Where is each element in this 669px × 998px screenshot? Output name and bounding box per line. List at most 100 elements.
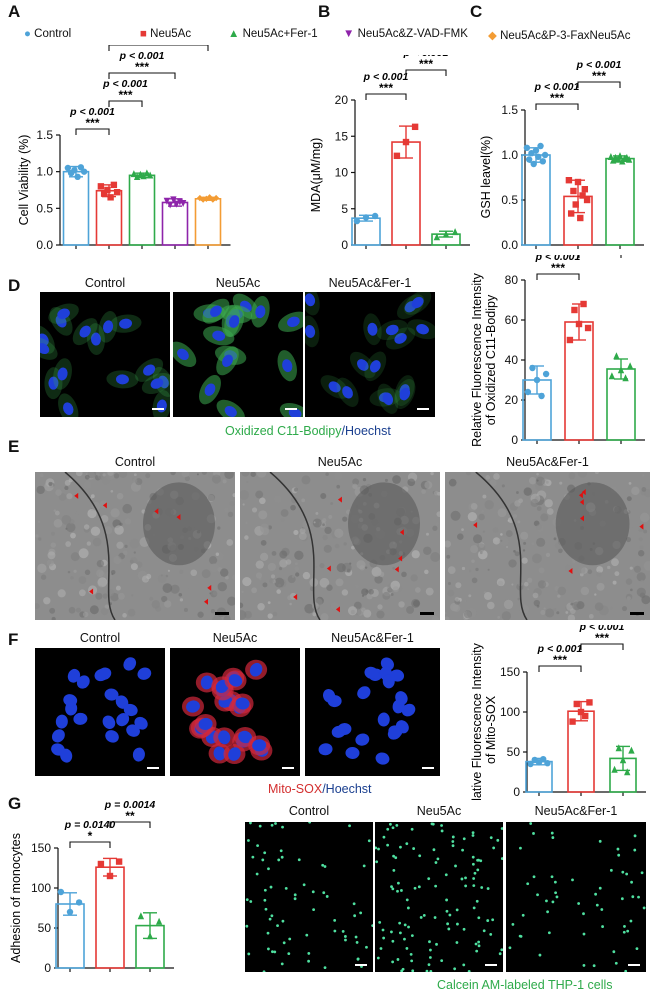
nucleus xyxy=(103,320,114,334)
tem-texture xyxy=(421,489,426,494)
tem-texture xyxy=(410,574,418,582)
labeled-cell xyxy=(635,947,639,950)
tem-texture xyxy=(356,560,366,570)
data-point xyxy=(613,352,620,360)
labeled-cell xyxy=(462,837,466,841)
data-point xyxy=(57,888,65,896)
tem-texture xyxy=(95,592,103,600)
labeled-cell xyxy=(577,902,581,905)
tem-texture xyxy=(241,472,250,477)
nucleus xyxy=(204,383,216,396)
data-point xyxy=(584,324,592,332)
tem-texture xyxy=(470,502,478,510)
labeled-cell xyxy=(433,916,437,919)
labeled-cell xyxy=(362,864,366,868)
tem-texture xyxy=(100,607,109,616)
data-point xyxy=(166,201,174,209)
tem-texture xyxy=(201,472,207,475)
y-tick-label: 15 xyxy=(335,129,349,143)
labeled-cell xyxy=(518,934,522,938)
data-point xyxy=(577,214,584,222)
tem-texture xyxy=(500,597,506,602)
tem-texture xyxy=(319,577,330,588)
data-point xyxy=(146,171,154,179)
tem-texture xyxy=(450,510,461,521)
labeled-cell xyxy=(392,868,396,872)
tem-texture xyxy=(478,513,485,521)
tem-texture xyxy=(424,569,429,575)
tem-texture xyxy=(217,526,221,530)
tem-texture xyxy=(64,485,69,491)
significance-bracket xyxy=(69,841,111,848)
labeled-cell xyxy=(375,860,379,864)
nucleus xyxy=(287,316,300,328)
bar xyxy=(161,201,189,246)
labeled-cell xyxy=(440,959,444,962)
labeled-cell xyxy=(612,950,616,954)
nucleus xyxy=(48,376,59,390)
significance-bracket xyxy=(577,81,621,88)
data-point xyxy=(212,194,220,202)
tem-texture xyxy=(445,616,450,620)
tem-texture xyxy=(68,606,76,614)
labeled-cell xyxy=(352,902,356,906)
tem-texture xyxy=(580,586,590,596)
labeled-cell xyxy=(623,925,626,928)
tem-texture xyxy=(377,604,383,610)
nucleus xyxy=(55,714,68,729)
tem-texture xyxy=(346,568,351,573)
data-point xyxy=(163,197,171,205)
arrowhead-icon xyxy=(581,489,586,496)
labeled-cell xyxy=(371,924,373,928)
labeled-cell xyxy=(400,969,404,972)
tem-texture xyxy=(461,528,464,531)
panel-label-a: A xyxy=(8,2,21,21)
tem-texture xyxy=(517,597,521,601)
tem-texture xyxy=(132,478,138,483)
labeled-cell xyxy=(440,829,444,833)
chart-monocyte-adhesion: 0 50 100 150 Adhesion of monocytes *p = 0.014… xyxy=(9,799,174,975)
tem-texture xyxy=(101,475,111,485)
tem-texture xyxy=(259,523,270,533)
tem-texture xyxy=(43,597,51,605)
legend-item-neu5ac: ■ Neu5Ac xyxy=(140,28,192,40)
tem-texture xyxy=(280,509,289,517)
labeled-cell xyxy=(398,921,402,925)
scale-bar xyxy=(417,408,429,410)
nucleus xyxy=(40,343,50,355)
labeled-cell xyxy=(321,863,325,867)
nucleus xyxy=(318,743,333,756)
tem-texture xyxy=(162,583,173,593)
labeled-cell xyxy=(550,875,554,879)
labeled-cell xyxy=(322,891,326,895)
significance-stars: * xyxy=(88,829,93,843)
tem-texture xyxy=(558,548,563,554)
tem-texture xyxy=(35,534,39,538)
nucleus xyxy=(224,405,237,417)
labeled-cell xyxy=(532,875,536,879)
tem-texture xyxy=(629,566,633,570)
labeled-cell xyxy=(267,867,270,871)
nucleus xyxy=(102,715,116,729)
labeled-cell xyxy=(377,847,380,851)
tem-texture xyxy=(215,552,220,557)
tem-texture xyxy=(503,599,514,610)
significance-stars: *** xyxy=(379,81,393,95)
nucleus xyxy=(123,703,138,717)
tem-texture xyxy=(520,531,529,540)
arrowhead-icon xyxy=(398,555,403,562)
nucleus xyxy=(394,333,407,344)
labeled-cell xyxy=(375,846,378,850)
significance-stars: *** xyxy=(592,69,606,83)
tem-texture xyxy=(90,526,101,536)
tem-texture xyxy=(149,596,154,601)
e-image-control xyxy=(35,472,235,620)
labeled-cell xyxy=(398,931,402,935)
labeled-cell xyxy=(293,897,297,901)
tem-texture xyxy=(492,527,499,534)
nucleus xyxy=(116,713,130,727)
labeled-cell xyxy=(284,887,288,890)
tem-texture xyxy=(455,582,462,589)
labeled-cell xyxy=(629,919,633,923)
tem-texture xyxy=(553,608,557,612)
